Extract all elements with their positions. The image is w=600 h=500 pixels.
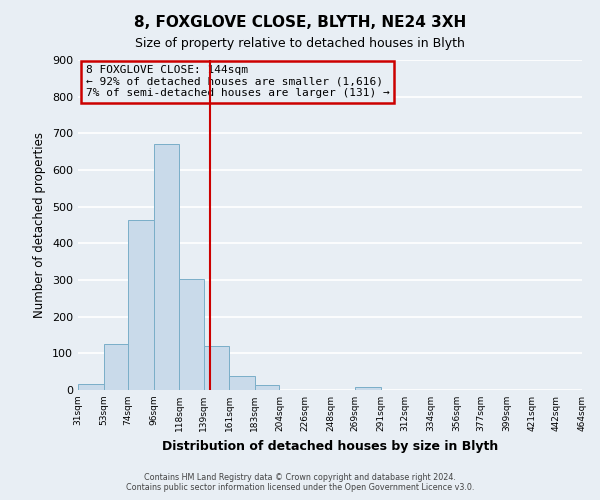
Bar xyxy=(229,376,255,390)
Bar xyxy=(355,387,380,390)
Bar xyxy=(104,344,128,390)
Bar xyxy=(128,220,154,390)
Bar xyxy=(179,278,204,390)
Bar xyxy=(78,384,104,390)
X-axis label: Distribution of detached houses by size in Blyth: Distribution of detached houses by size … xyxy=(162,440,498,452)
Text: Size of property relative to detached houses in Blyth: Size of property relative to detached ho… xyxy=(135,38,465,51)
Text: 8 FOXGLOVE CLOSE: 144sqm
← 92% of detached houses are smaller (1,616)
7% of semi: 8 FOXGLOVE CLOSE: 144sqm ← 92% of detach… xyxy=(86,65,389,98)
Y-axis label: Number of detached properties: Number of detached properties xyxy=(34,132,46,318)
Bar xyxy=(154,144,179,390)
Bar xyxy=(255,385,280,390)
Bar xyxy=(204,346,229,390)
Text: 8, FOXGLOVE CLOSE, BLYTH, NE24 3XH: 8, FOXGLOVE CLOSE, BLYTH, NE24 3XH xyxy=(134,15,466,30)
Text: Contains HM Land Registry data © Crown copyright and database right 2024.
Contai: Contains HM Land Registry data © Crown c… xyxy=(126,473,474,492)
